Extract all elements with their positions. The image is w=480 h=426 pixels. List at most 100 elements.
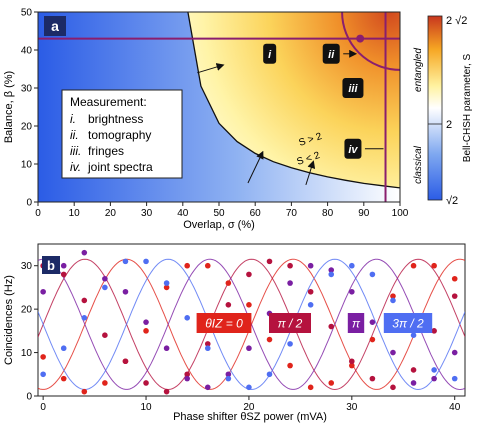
data-point-3 — [40, 371, 46, 378]
fit-curve-1 — [38, 258, 465, 391]
x-tick-label-b: 40 — [449, 402, 461, 413]
marker-iii: iii — [342, 78, 364, 98]
marker-iv-badge — [344, 138, 362, 159]
marker-i-badge — [263, 43, 277, 64]
data-point-0 — [60, 375, 67, 382]
x-tick-label-a: 70 — [286, 208, 298, 219]
data-point-0 — [410, 262, 417, 269]
data-point-3 — [390, 297, 396, 304]
data-point-3 — [266, 371, 273, 378]
panel-b-badge — [42, 256, 60, 274]
series-label-1: π / 2 — [269, 313, 311, 333]
arrow-up-right — [305, 160, 316, 186]
y-axis-label-a: Balance, β (%) — [3, 71, 15, 143]
data-point-2 — [287, 280, 293, 286]
legend-item-label: fringes — [88, 144, 124, 158]
data-point-2 — [410, 380, 417, 386]
panel-a-label: a — [51, 18, 59, 34]
data-point-1 — [81, 297, 88, 304]
colorbar-max-label: 2 √2 — [446, 15, 467, 27]
data-point-3 — [410, 332, 417, 339]
marker-iv: iv — [344, 138, 362, 159]
data-point-2 — [40, 288, 46, 295]
x-tick-label-a: 0 — [35, 208, 41, 219]
data-point-3 — [328, 271, 335, 278]
data-point-1 — [349, 358, 355, 365]
data-point-0 — [246, 302, 252, 308]
series-label-0: θIZ = 0 — [196, 313, 252, 333]
legend-item-num: iii. — [70, 144, 81, 158]
y-tick-label-b: 30 — [21, 261, 33, 272]
data-point-1 — [225, 302, 232, 308]
data-point-2 — [246, 345, 252, 352]
y-tick-label-b: 0 — [26, 392, 32, 403]
marker-ii: ii — [322, 43, 340, 64]
x-axis-label-a: Overlap, σ (%) — [183, 219, 255, 231]
data-point-3 — [122, 258, 129, 265]
arrow-up-left — [197, 63, 225, 74]
data-point-0 — [266, 336, 273, 343]
data-point-1 — [163, 388, 170, 395]
data-point-3 — [307, 302, 314, 308]
series-label-text: 3π / 2 — [392, 317, 424, 331]
y-tick-label-b: 20 — [21, 305, 33, 316]
series-label-badge — [196, 313, 252, 333]
data-point-2 — [163, 345, 170, 352]
data-point-0 — [225, 280, 232, 286]
x-tick-label-a: 90 — [358, 208, 370, 219]
data-point-0 — [163, 284, 170, 291]
x-tick-label-b: 20 — [243, 402, 255, 413]
tomography-point — [356, 34, 365, 43]
y-tick-label-a: 0 — [26, 198, 32, 209]
data-point-2 — [204, 384, 211, 391]
y-tick-label-a: 30 — [21, 84, 33, 95]
series-label-3: 3π / 2 — [383, 313, 433, 333]
colorbar-min-label: √2 — [446, 195, 458, 207]
x-tick-label-a: 40 — [177, 208, 189, 219]
data-point-0 — [349, 362, 355, 369]
data-point-2 — [349, 288, 355, 295]
data-point-0 — [184, 262, 190, 269]
data-point-3 — [204, 345, 211, 352]
marker-i: i — [263, 43, 277, 64]
data-point-0 — [143, 328, 149, 334]
series-label-badge — [383, 313, 433, 333]
x-tick-label-a: 80 — [322, 208, 334, 219]
data-point-0 — [102, 380, 108, 386]
data-point-0 — [451, 275, 458, 282]
data-point-2 — [81, 249, 88, 256]
series-label-text: π / 2 — [278, 317, 303, 331]
legend-item-num: ii. — [70, 128, 79, 142]
data-point-1 — [246, 271, 252, 278]
legend-title: Measurement: — [70, 95, 147, 109]
arrow-up-mid — [247, 150, 264, 184]
x-tick-label-b: 30 — [346, 402, 358, 413]
x-tick-label-a: 10 — [69, 208, 81, 219]
series-label-text: θIZ = 0 — [205, 317, 243, 331]
panel-b-label: b — [47, 258, 55, 273]
data-point-1 — [328, 323, 335, 330]
data-point-3 — [163, 280, 170, 286]
x-tick-label-a: 20 — [105, 208, 117, 219]
data-point-3 — [225, 375, 232, 382]
data-point-2 — [451, 349, 458, 356]
data-point-3 — [246, 384, 252, 391]
fit-curve-3 — [38, 258, 465, 391]
marker-ii-label: ii — [328, 49, 335, 61]
data-point-2 — [60, 262, 67, 269]
fit-curve-2 — [38, 258, 465, 391]
series-label-2: π — [347, 313, 365, 333]
data-point-2 — [328, 267, 335, 273]
data-point-1 — [60, 271, 67, 278]
data-point-1 — [266, 258, 273, 265]
y-tick-label-a: 50 — [21, 8, 33, 19]
legend-box — [61, 89, 183, 179]
data-point-0 — [287, 362, 293, 369]
data-point-1 — [122, 358, 129, 365]
data-point-3 — [431, 367, 437, 373]
data-point-1 — [410, 367, 417, 373]
data-point-3 — [349, 262, 355, 269]
data-point-0 — [204, 262, 211, 269]
data-point-1 — [369, 375, 376, 382]
x-tick-label-b: 0 — [40, 402, 46, 413]
